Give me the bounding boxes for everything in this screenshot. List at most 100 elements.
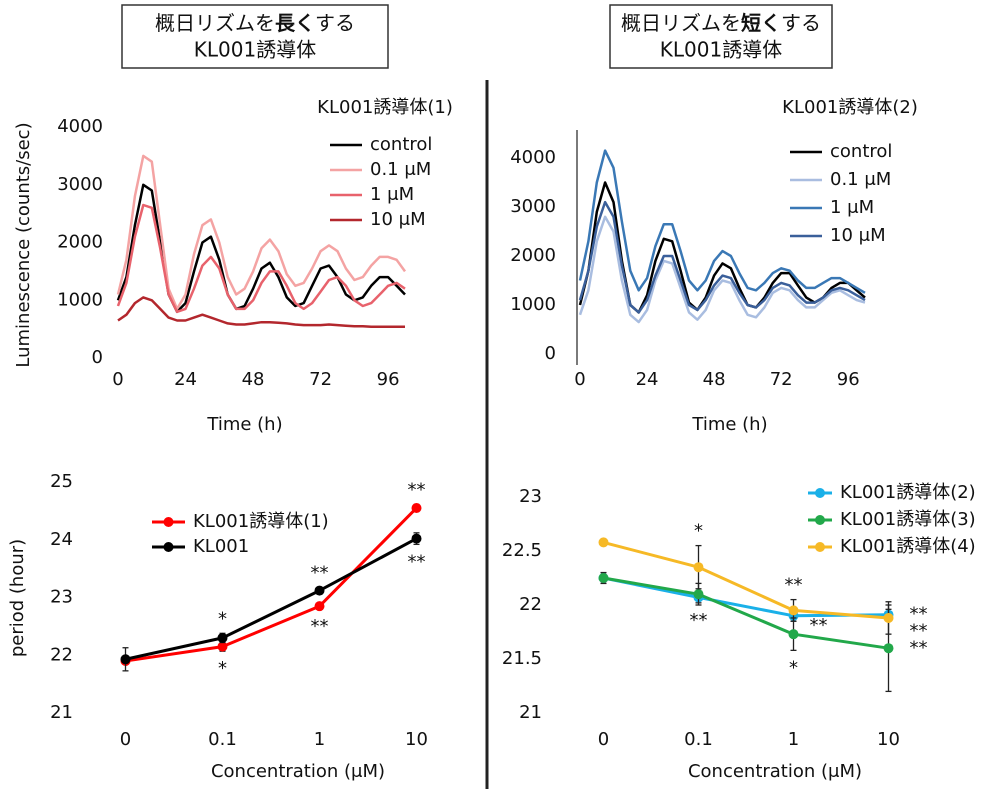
- y-tick-label: 2000: [510, 245, 556, 266]
- data-point: [217, 632, 228, 643]
- significance-label: **: [910, 604, 928, 625]
- y-tick-label: 21: [50, 702, 73, 723]
- x-tick-label: 48: [703, 369, 726, 390]
- data-point: [314, 585, 325, 596]
- x-tick-label: 0: [120, 729, 131, 750]
- y-tick-label: 25: [50, 471, 73, 492]
- legend-label: KL001誘導体(4): [840, 536, 976, 557]
- y-tick-label: 21.5: [502, 648, 542, 669]
- significance-label: **: [690, 610, 708, 631]
- x-tick-label: 0: [112, 369, 123, 390]
- x-tick-label: 10: [877, 729, 900, 750]
- y-tick-label: 24: [50, 529, 73, 550]
- y-tick-label: 22: [519, 594, 542, 615]
- series-line: [578, 215, 866, 324]
- significance-label: **: [408, 551, 426, 572]
- y-tick-label: 22: [50, 644, 73, 665]
- significance-label: *: [789, 657, 798, 678]
- x-tick-label: 10: [405, 729, 428, 750]
- x-tick-label: 72: [770, 369, 793, 390]
- series-line: [578, 181, 866, 314]
- chart-title: KL001誘導体(1): [317, 97, 453, 118]
- legend-label: 1 μM: [370, 184, 414, 205]
- x-tick-label: 0: [598, 729, 609, 750]
- legend-marker: [815, 542, 825, 552]
- header-line: KL001誘導体: [660, 38, 782, 62]
- significance-label: *: [218, 658, 227, 679]
- data-point: [883, 612, 894, 623]
- legend-label: 0.1 μM: [370, 159, 431, 180]
- x-axis-label: Concentration (μM): [688, 761, 862, 782]
- significance-label: **: [785, 575, 803, 596]
- x-axis-label: Time (h): [691, 414, 767, 435]
- significance-label: **: [311, 616, 329, 637]
- data-point: [411, 533, 422, 544]
- y-tick-label: 1000: [57, 289, 103, 310]
- legend-label: KL001: [193, 536, 249, 557]
- y-tick-label: 23: [50, 587, 73, 608]
- legend-label: KL001誘導体(1): [193, 511, 329, 532]
- series-line: [578, 200, 866, 314]
- y-tick-label: 0: [92, 347, 103, 368]
- header-text: 概日リズムを: [621, 11, 741, 35]
- x-tick-label: 0.1: [684, 729, 713, 750]
- series-line: [578, 149, 866, 294]
- header-line: 概日リズムを短くする: [621, 11, 821, 35]
- data-point: [788, 605, 799, 616]
- legend-label: 10 μM: [370, 209, 426, 230]
- x-tick-label: 24: [636, 369, 659, 390]
- legend-label: 10 μM: [830, 225, 886, 246]
- legend-marker: [815, 515, 825, 525]
- x-tick-label: 96: [377, 369, 400, 390]
- x-axis-label: Concentration (μM): [211, 761, 385, 782]
- data-point: [693, 562, 704, 573]
- series-line: [603, 576, 889, 650]
- legend-label: control: [370, 134, 432, 155]
- x-axis-label: Time (h): [206, 414, 282, 435]
- data-point: [217, 641, 228, 652]
- y-tick-label: 1000: [510, 294, 556, 315]
- legend-label: KL001誘導体(2): [840, 482, 976, 503]
- significance-label: **: [810, 615, 828, 636]
- series-line: [116, 154, 407, 311]
- x-tick-label: 72: [309, 369, 332, 390]
- series-line: [603, 576, 889, 618]
- legend-marker: [815, 488, 825, 498]
- x-tick-label: 1: [314, 729, 325, 750]
- data-point: [693, 589, 704, 600]
- header-line: 概日リズムを長くする: [155, 11, 355, 35]
- chart-title: KL001誘導体(2): [782, 97, 918, 118]
- significance-label: **: [910, 621, 928, 642]
- legend-label: control: [830, 141, 892, 162]
- x-tick-label: 0: [574, 369, 585, 390]
- y-tick-label: 3000: [57, 174, 103, 195]
- x-tick-label: 1: [788, 729, 799, 750]
- x-tick-label: 48: [242, 369, 265, 390]
- y-tick-label: 23: [519, 486, 542, 507]
- data-point: [411, 502, 422, 513]
- x-tick-label: 0.1: [208, 729, 237, 750]
- legend-marker: [163, 517, 174, 527]
- significance-label: **: [311, 563, 329, 584]
- header-text: する: [781, 11, 821, 35]
- y-tick-label: 4000: [510, 147, 556, 168]
- header-bold: 短く: [741, 11, 781, 35]
- data-point: [314, 601, 325, 612]
- x-tick-label: 24: [174, 369, 197, 390]
- header-text: 概日リズムを: [155, 11, 275, 35]
- y-tick-label: 22.5: [502, 540, 542, 561]
- data-point: [788, 629, 799, 640]
- series-line: [125, 506, 418, 663]
- significance-label: *: [694, 521, 703, 542]
- significance-label: *: [218, 608, 227, 629]
- data-point: [883, 643, 894, 654]
- data-point: [120, 654, 131, 665]
- y-tick-label: 4000: [57, 116, 103, 137]
- y-tick-label: 2000: [57, 232, 103, 253]
- y-tick-label: 3000: [510, 196, 556, 217]
- series-line: [116, 203, 406, 314]
- header-box: [609, 4, 833, 69]
- y-tick-label: 0: [545, 343, 556, 364]
- header-text: する: [315, 11, 355, 35]
